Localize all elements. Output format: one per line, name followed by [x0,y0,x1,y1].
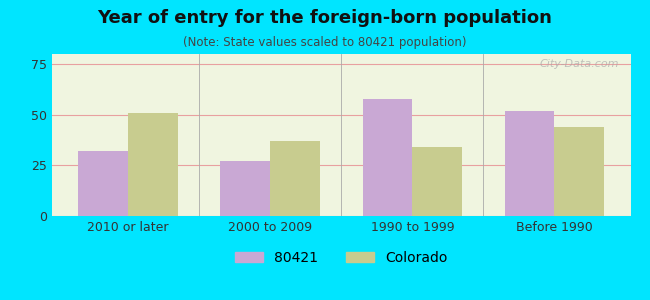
Bar [554,127,604,216]
Bar [412,147,462,216]
Bar [363,98,412,216]
Text: Year of entry for the foreign-born population: Year of entry for the foreign-born popul… [98,9,552,27]
Bar [220,161,270,216]
Text: (Note: State values scaled to 80421 population): (Note: State values scaled to 80421 popu… [183,36,467,49]
Legend: 80421, Colorado: 80421, Colorado [229,245,453,271]
Bar [270,141,320,216]
Text: City-Data.com: City-Data.com [540,59,619,69]
Bar [128,113,178,216]
Bar [504,111,554,216]
Bar [78,151,128,216]
